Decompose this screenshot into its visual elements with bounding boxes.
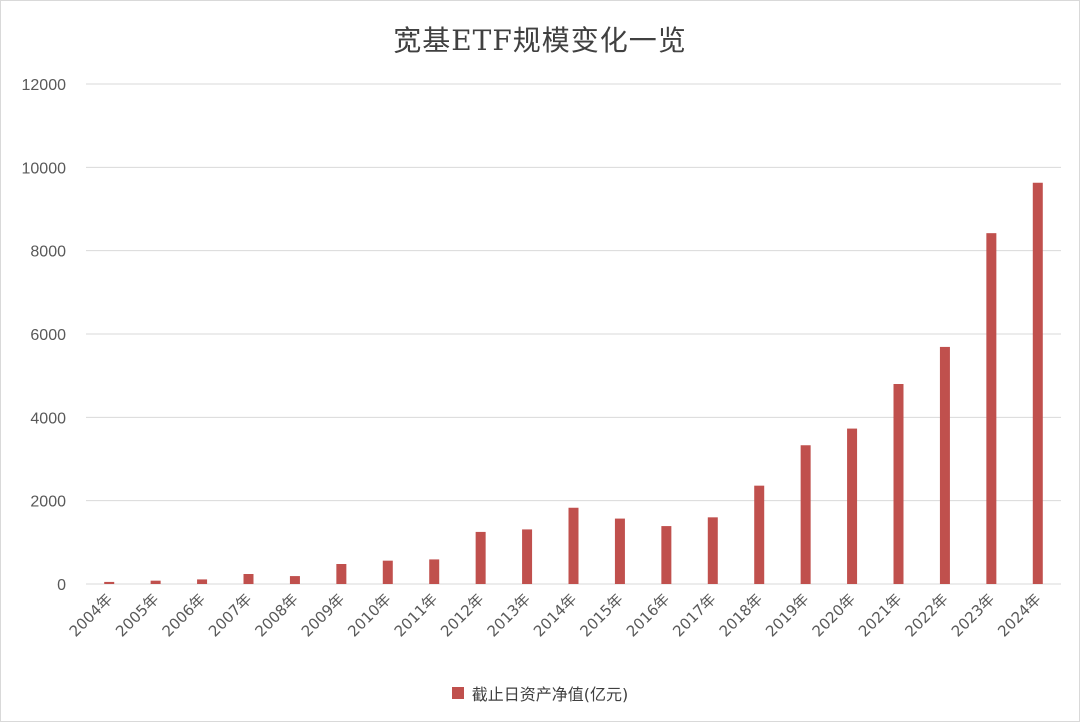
x-tick-label: 2018年 [716, 590, 766, 640]
y-tick-label: 10000 [22, 160, 67, 177]
x-tick-label: 2021年 [855, 590, 905, 640]
x-tick-label: 2024年 [994, 590, 1044, 640]
bar [754, 485, 765, 584]
x-tick-label: 2023年 [948, 590, 998, 640]
x-tick-label: 2015年 [576, 590, 626, 640]
x-tick-label: 2013年 [484, 590, 534, 640]
bar [150, 580, 161, 584]
x-tick-label: 2009年 [298, 590, 348, 640]
x-tick-label: 2012年 [437, 590, 487, 640]
legend-swatch [451, 687, 464, 699]
x-tick-label: 2019年 [762, 590, 812, 640]
bar [475, 531, 486, 584]
x-tick-label: 2011年 [391, 590, 441, 640]
x-tick-label: 2010年 [344, 590, 394, 640]
x-tick-label: 2022年 [901, 590, 951, 640]
y-tick-label: 2000 [30, 494, 66, 511]
bar [336, 564, 347, 584]
legend-label: 截止日资产净值(亿元) [471, 685, 629, 704]
y-tick-label: 8000 [30, 244, 66, 261]
x-tick-label: 2020年 [809, 590, 859, 640]
bar [289, 576, 300, 584]
x-tick-label: 2017年 [669, 590, 719, 640]
bar [104, 581, 115, 584]
y-tick-label: 4000 [30, 410, 66, 427]
bar [429, 559, 440, 584]
x-tick-label: 2016年 [623, 590, 673, 640]
bar [568, 507, 579, 584]
bar [614, 518, 625, 584]
bar [800, 445, 811, 584]
legend: 截止日资产净值(亿元) [1, 681, 1079, 705]
y-tick-label: 0 [57, 577, 66, 594]
x-tick-label: 2007年 [205, 590, 255, 640]
x-tick-label: 2006年 [159, 590, 209, 640]
y-tick-label: 12000 [22, 77, 67, 94]
y-tick-label: 6000 [30, 327, 66, 344]
bar [522, 529, 533, 584]
bar [893, 384, 904, 584]
bar [847, 428, 858, 584]
chart-title: 宽基ETF规模变化一览 [393, 24, 687, 57]
x-tick-label: 2005年 [112, 590, 162, 640]
x-tick-label: 2014年 [530, 590, 580, 640]
bar [986, 233, 997, 584]
bar [197, 579, 208, 584]
bar [382, 560, 393, 584]
bar [707, 517, 718, 584]
bar [939, 346, 950, 584]
x-tick-label: 2004年 [66, 590, 116, 640]
bar [661, 526, 672, 584]
bar [243, 574, 254, 584]
x-tick-label: 2008年 [251, 590, 301, 640]
bar [1032, 182, 1043, 584]
